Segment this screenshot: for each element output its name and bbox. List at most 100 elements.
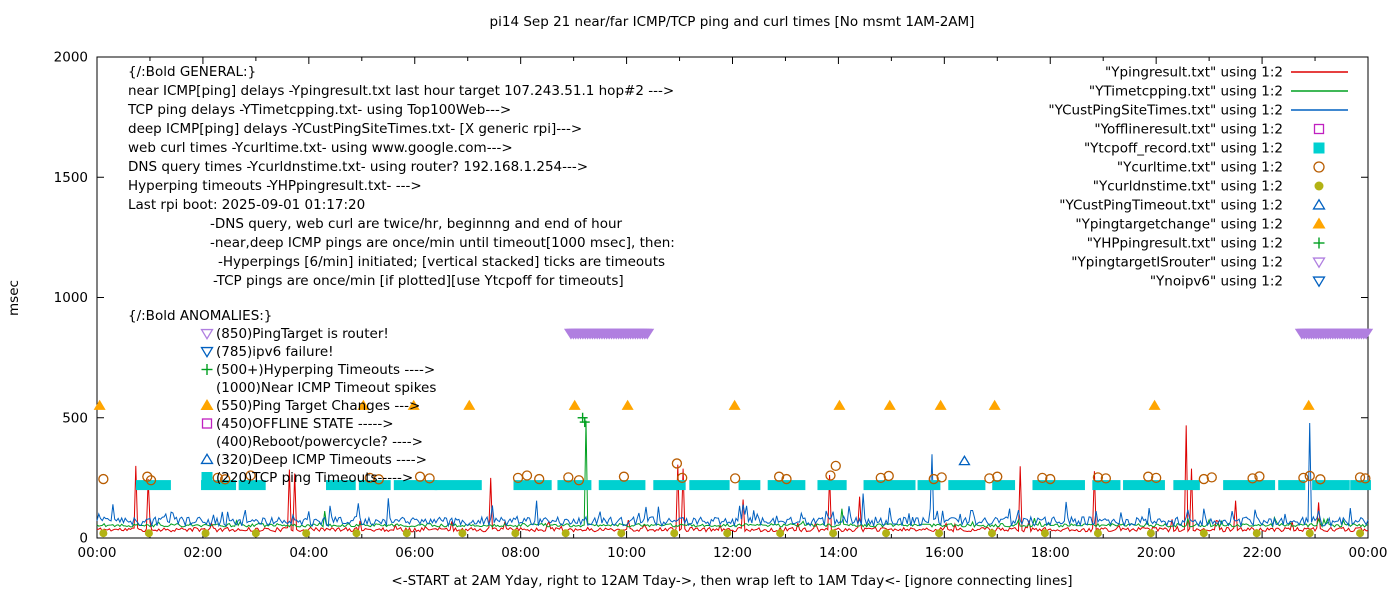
x-tick-label: 04:00	[289, 545, 328, 561]
legend-label: "YCustPingSiteTimes.txt" using 1:2	[1048, 103, 1283, 119]
circle-open-icon	[883, 470, 894, 482]
circle-filled-icon	[352, 529, 361, 538]
x-tick-label: 12:00	[713, 545, 752, 561]
timeout-band	[1350, 480, 1371, 491]
legend: "Ypingresult.txt" using 1:2 "YTimetcpping…	[1048, 65, 1348, 290]
timeout-band	[238, 480, 266, 491]
annotation-anomaly-line: (320)Deep ICMP Timeouts ---->	[216, 452, 427, 468]
circle-open-icon	[773, 471, 785, 482]
triangle-down-filled-icon	[640, 328, 655, 340]
series-0	[96, 425, 1369, 533]
circle-open-icon	[825, 470, 836, 481]
annotation-general-line: Hyperping timeouts -YHPpingresult.txt- -…	[128, 178, 422, 194]
circle-open-icon	[1298, 472, 1309, 484]
circle-open-icon	[1206, 472, 1217, 483]
annotation-general-line: -Hyperpings [6/min] initiated; [vertical…	[218, 254, 665, 270]
x-tick-label: 10:00	[607, 545, 646, 561]
circle-filled-icon	[458, 529, 467, 538]
circle-open-icon	[875, 472, 886, 484]
timeout-band	[738, 480, 761, 491]
circle-filled-icon	[723, 529, 732, 538]
legend-label: "Ycurldnstime.txt" using 1:2	[1093, 179, 1283, 195]
series-4	[135, 480, 1371, 491]
triangle-up-filled-icon	[407, 399, 420, 410]
circle-open-icon	[1254, 471, 1265, 482]
y-tick-label: 2000	[54, 50, 88, 66]
circle-filled-icon	[402, 529, 411, 538]
series-9	[577, 412, 590, 428]
timeout-band	[201, 480, 237, 491]
circle-open-icon	[1360, 473, 1371, 484]
x-tick-label: 18:00	[1031, 545, 1070, 561]
triangle-up-filled-icon	[883, 399, 896, 410]
circle-open-icon	[1092, 472, 1104, 483]
square-filled-icon	[1313, 142, 1325, 154]
circle-open-icon	[928, 473, 939, 485]
timeout-band	[513, 480, 552, 491]
circle-open-icon	[142, 471, 153, 482]
x-tick-label: 20:00	[1137, 545, 1176, 561]
square-open-icon	[1313, 123, 1325, 135]
circle-filled-icon	[511, 529, 520, 538]
triangle-up-filled-icon	[200, 399, 214, 411]
triangle-up-filled-icon	[357, 399, 370, 410]
circle-filled-icon	[882, 529, 891, 538]
circle-filled-icon	[1252, 529, 1261, 538]
timeout-band	[598, 480, 646, 491]
circle-filled-icon	[935, 529, 944, 538]
triangle-down-open-icon	[1312, 257, 1326, 269]
triangle-up-filled-icon	[1148, 399, 1161, 410]
line-series	[96, 425, 1369, 533]
annotation-general-line: Last rpi boot: 2025-09-01 01:17:20	[128, 197, 365, 213]
annotation-anomaly-line: (500+)Hyperping Timeouts ---->	[216, 362, 435, 378]
circle-filled-icon	[561, 529, 570, 538]
circle-open-icon	[984, 473, 995, 484]
annotation-general-line: -near,deep ICMP pings are once/min until…	[210, 235, 675, 251]
circle-open-icon	[245, 470, 256, 481]
circle-open-icon	[1354, 472, 1366, 483]
legend-label: "YCustPingTimeout.txt" using 1:2	[1059, 198, 1283, 214]
timeout-band	[948, 480, 986, 491]
circle-open-icon	[573, 475, 585, 486]
circle-filled-icon	[99, 529, 108, 538]
timeout-band	[1278, 480, 1306, 491]
legend-label: "Ytcpoff_record.txt" using 1:2	[1084, 141, 1283, 157]
circle-filled-icon	[1314, 181, 1324, 191]
circle-open-icon	[1304, 470, 1315, 482]
legend-label: "YHPpingresult.txt" using 1:2	[1087, 236, 1283, 252]
legend-label: "Ynoipv6" using 1:2	[1150, 274, 1283, 290]
chart-dynamic-content: 00:00 02:00 04:00 06:00 08:00 10:00 12:00 14:00…	[54, 50, 1388, 562]
circle-open-icon	[212, 472, 223, 484]
timeout-band	[992, 480, 1016, 491]
annotation-general-line: TCP ping delays -YTimetcpping.txt- using…	[127, 102, 511, 118]
triangle-up-filled-icon	[988, 399, 1001, 410]
annotation-general-line: {/:Bold GENERAL:}	[128, 64, 256, 80]
line-series	[96, 422, 1369, 528]
triangle-up-filled-icon	[934, 399, 947, 410]
triangle-up-filled-icon	[463, 399, 476, 410]
annotation-general-line: web curl times -Ycurltime.txt- using www…	[128, 140, 513, 156]
circle-open-icon	[677, 472, 688, 484]
series-2	[96, 422, 1369, 528]
legend-label: "Ypingtargetchange" using 1:2	[1075, 217, 1283, 233]
annotation-anomalies-header: {/:Bold ANOMALIES:}	[128, 308, 272, 324]
triangle-down-open-icon	[200, 346, 214, 358]
axes: 00:00 02:00 04:00 06:00 08:00 10:00 12:00 14:00…	[54, 50, 1388, 562]
timeout-band	[1312, 480, 1350, 491]
x-tick-label: 14:00	[819, 545, 858, 561]
timeout-band	[653, 480, 686, 491]
annotation-anomaly-line: (850)PingTarget is router!	[216, 326, 389, 342]
annotation-general-line: -DNS query, web curl are twice/hr, begin…	[210, 216, 623, 232]
timeout-band	[135, 480, 171, 491]
circle-open-icon	[414, 471, 426, 482]
timeout-band	[393, 480, 438, 491]
triangle-up-filled-icon	[1302, 399, 1315, 410]
circle-filled-icon	[1093, 529, 1102, 538]
square-filled-icon	[201, 472, 213, 483]
timeout-band	[358, 480, 391, 491]
triangle-down-open-icon	[1312, 276, 1326, 288]
timeout-band	[767, 480, 806, 491]
annotation-general-line: DNS query times -Ycurldnstime.txt- using…	[128, 159, 588, 175]
